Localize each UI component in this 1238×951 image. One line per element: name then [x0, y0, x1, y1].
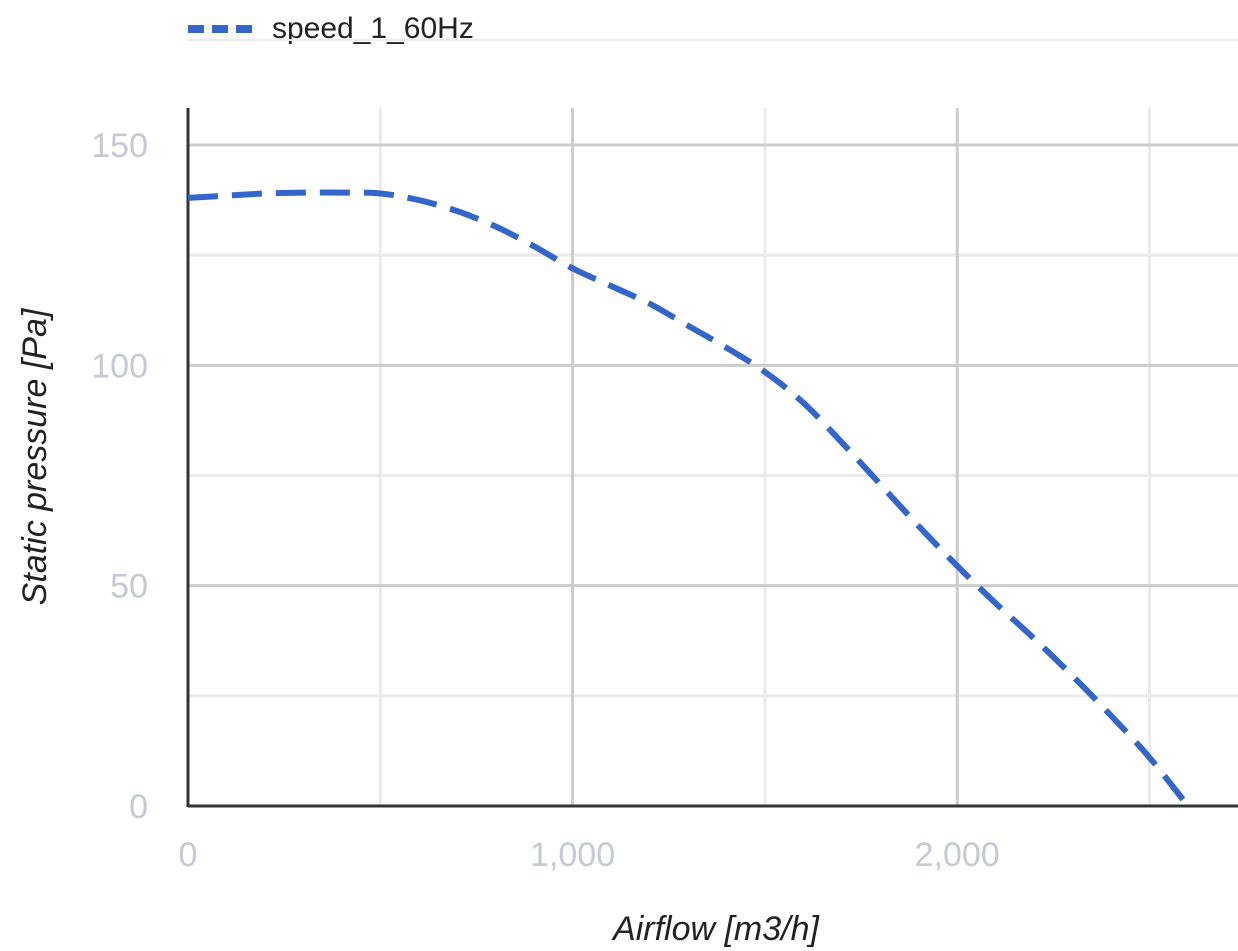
x-tick-labels: 0 1,000 2,000 — [179, 836, 1000, 874]
y-tick-labels: 0 50 100 150 — [91, 127, 148, 826]
x-tick-label: 0 — [179, 836, 198, 874]
y-tick-label: 0 — [129, 788, 148, 826]
y-tick-label: 150 — [91, 127, 148, 165]
grid — [188, 108, 1238, 806]
x-axis-title: Airflow [m3/h] — [611, 910, 820, 948]
legend[interactable]: speed_1_60Hz — [188, 12, 1238, 45]
y-tick-label: 50 — [110, 568, 148, 606]
y-axis-title: Static pressure [Pa] — [16, 307, 54, 605]
x-tick-label: 2,000 — [915, 836, 1000, 874]
series-line-speed_1_60Hz — [187, 189, 1191, 808]
axes — [186, 108, 1238, 808]
y-tick-label: 100 — [91, 347, 148, 385]
series-lines — [187, 189, 1191, 808]
x-tick-label: 1,000 — [530, 836, 615, 874]
